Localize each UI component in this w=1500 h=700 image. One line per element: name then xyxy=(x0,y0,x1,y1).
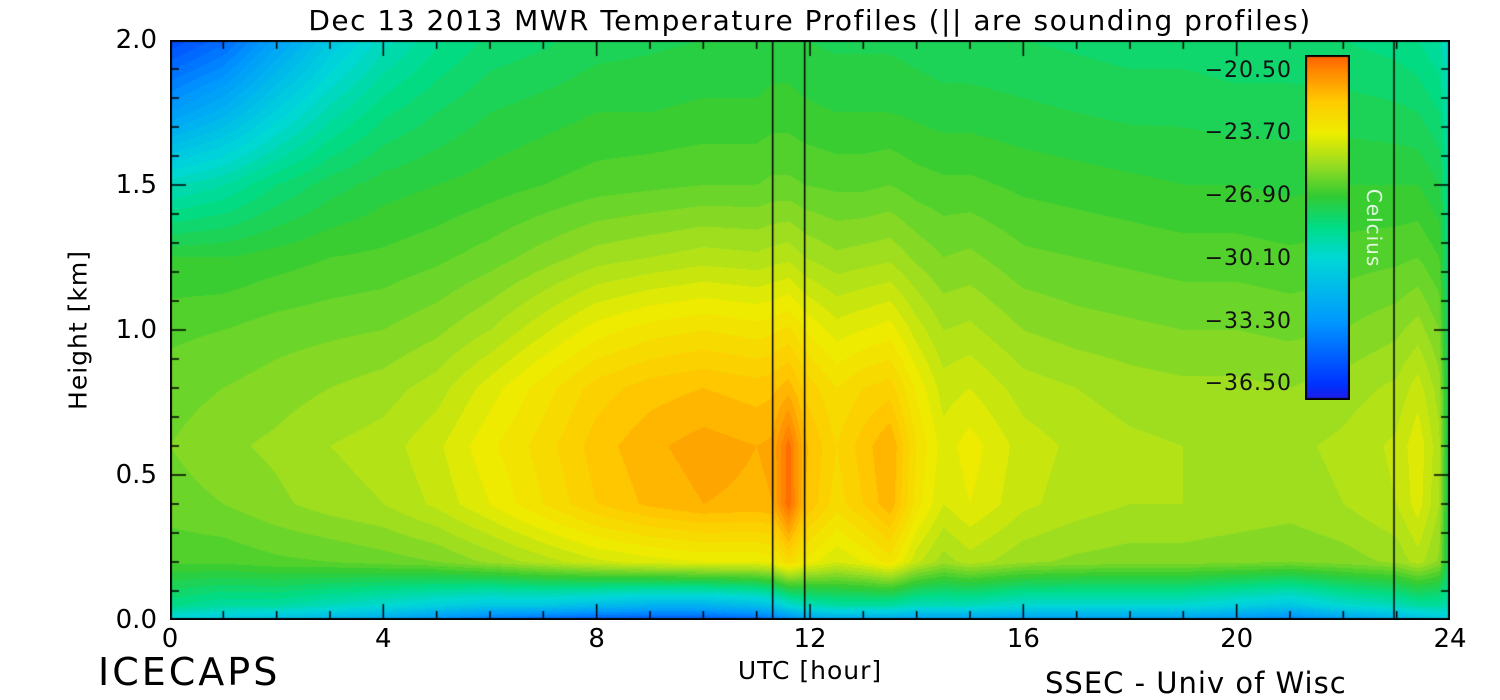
x-tick-label: 0 xyxy=(161,624,179,654)
heatmap-plot xyxy=(170,40,1450,620)
x-tick-label: 20 xyxy=(1220,624,1254,654)
colorbar-tick-label: −26.90 xyxy=(1204,183,1292,209)
colorbar-tick-label: −30.10 xyxy=(1204,245,1292,271)
x-tick-label: 24 xyxy=(1433,624,1467,654)
project-label: ICECAPS xyxy=(98,650,281,694)
y-tick-label: 0.5 xyxy=(115,460,157,490)
x-tick-label: 16 xyxy=(1006,624,1040,654)
colorbar-unit-label: Celcius xyxy=(1362,188,1386,268)
colorbar-tick-label: −23.70 xyxy=(1204,120,1292,146)
y-axis-label: Height [km] xyxy=(63,250,93,410)
colorbar xyxy=(1305,55,1350,400)
colorbar-tick-label: −36.50 xyxy=(1204,371,1292,397)
chart-title: Dec 13 2013 MWR Temperature Profiles (||… xyxy=(308,4,1312,37)
y-tick-label: 1.5 xyxy=(115,170,157,200)
y-tick-label: 0.0 xyxy=(115,605,157,635)
x-axis-label: UTC [hour] xyxy=(737,656,883,685)
x-tick-label: 4 xyxy=(375,624,392,654)
y-tick-label: 1.0 xyxy=(115,315,157,345)
credit-label: SSEC - Univ of Wisc xyxy=(1045,666,1347,700)
x-tick-label: 12 xyxy=(793,624,827,654)
colorbar-tick-label: −33.30 xyxy=(1204,308,1292,334)
y-tick-label: 2.0 xyxy=(115,25,157,55)
colorbar-tick-label: −20.50 xyxy=(1204,57,1292,83)
x-tick-label: 8 xyxy=(588,624,605,654)
